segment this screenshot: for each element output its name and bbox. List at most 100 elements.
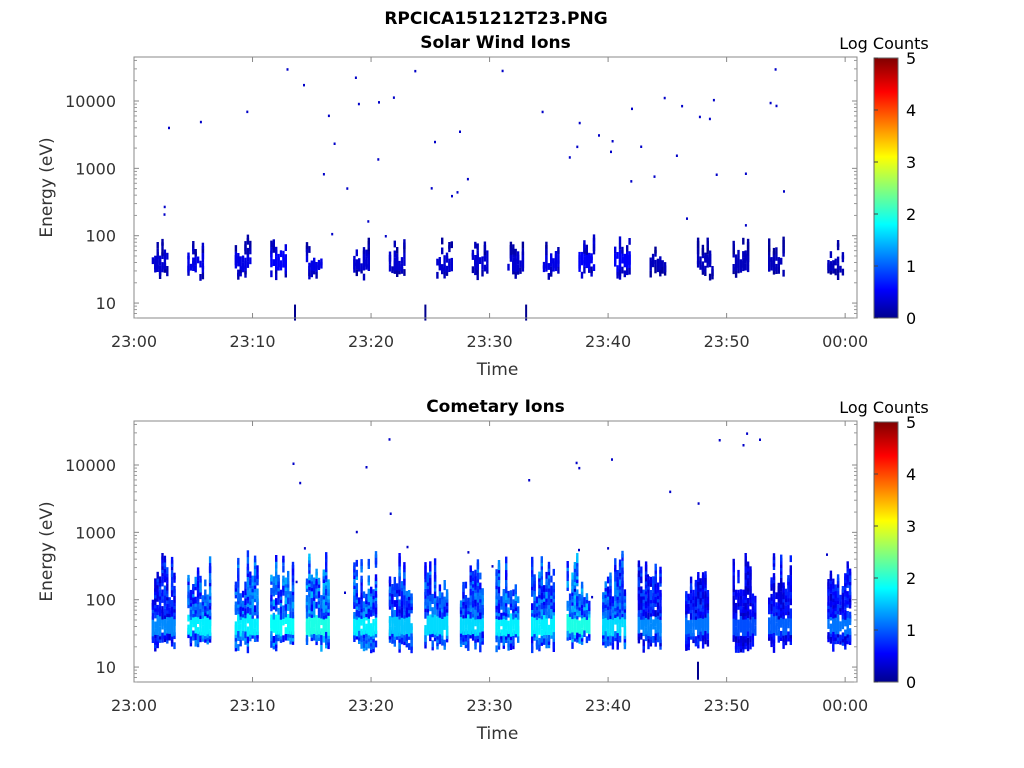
heatmap-cell: [751, 623, 755, 631]
heatmap-cell: [652, 619, 655, 627]
sparse-count: [299, 481, 302, 485]
heatmap-cell: [509, 643, 513, 650]
colorbar-gradient: [873, 421, 899, 683]
sparse-count: [303, 547, 306, 550]
heatmap-cell: [246, 636, 250, 644]
heatmap-cell: [256, 572, 259, 579]
heatmap-cell: [476, 266, 479, 274]
heatmap-cell: [272, 599, 275, 607]
heatmap-cell: [471, 570, 475, 578]
heatmap-cell: [609, 628, 612, 636]
heatmap-cell: [253, 555, 257, 563]
heatmap-cell: [583, 610, 586, 618]
heatmap-cell: [400, 263, 404, 271]
sparse-count: [246, 110, 249, 114]
heatmap-cell: [429, 587, 432, 595]
heatmap-cell: [517, 612, 520, 620]
heatmap-cell: [308, 603, 311, 611]
heatmap-cell: [234, 251, 238, 259]
heatmap-cell: [204, 609, 207, 617]
heatmap-cell: [251, 625, 254, 633]
heatmap-cell: [704, 269, 707, 276]
heatmap-cell: [173, 629, 176, 636]
y-axis-label: Energy (eV): [37, 137, 57, 237]
heatmap-cell: [829, 600, 833, 608]
heatmap-cell: [571, 642, 574, 649]
heatmap-cell: [187, 574, 190, 582]
heatmap-cell: [445, 622, 449, 630]
sparse-count: [640, 145, 643, 148]
low-energy-count: [696, 661, 699, 680]
heatmap-cell: [196, 567, 200, 575]
heatmap-cell: [270, 614, 273, 622]
heatmap-cell: [192, 584, 195, 591]
heatmap-cell: [313, 610, 316, 618]
heatmap-cell: [848, 611, 852, 619]
heatmap-cell: [694, 579, 698, 587]
heatmap-cell: [782, 269, 785, 277]
heatmap-cell: [192, 630, 195, 638]
heatmap-cell: [400, 581, 404, 588]
heatmap-cell: [305, 618, 309, 626]
heatmap-cell: [616, 265, 619, 272]
heatmap-cell: [507, 634, 510, 641]
heatmap-cell: [459, 600, 463, 608]
heatmap-cell: [315, 262, 318, 269]
heatmap-cell: [497, 603, 501, 610]
heatmap-cell: [540, 592, 543, 600]
heatmap-cell: [590, 266, 593, 274]
colorbar-tick-label: 4: [906, 465, 916, 484]
heatmap-cell: [189, 633, 193, 640]
heatmap-cell: [360, 598, 363, 606]
heatmap-cell: [505, 556, 508, 564]
heatmap-cell: [168, 607, 171, 614]
heatmap-cell: [535, 639, 539, 647]
heatmap-cell: [403, 628, 406, 636]
heatmap-cell: [234, 601, 238, 609]
heatmap-cell: [531, 603, 534, 610]
heatmap-cell: [317, 591, 321, 598]
heatmap-cell: [640, 566, 643, 574]
heatmap-cell: [521, 248, 525, 255]
heatmap-cell: [204, 589, 207, 597]
heatmap-cell: [158, 626, 162, 633]
sparse-count: [663, 96, 666, 100]
heatmap-cell: [426, 572, 430, 580]
heatmap-cell: [249, 571, 252, 579]
heatmap-cell: [787, 595, 790, 602]
heatmap-cell: [618, 612, 622, 620]
sparse-count: [578, 548, 580, 552]
heatmap-cell: [362, 591, 366, 599]
low-energy-count: [294, 304, 297, 321]
heatmap-cell: [479, 625, 482, 633]
heatmap-cell: [512, 639, 515, 646]
heatmap-cell: [405, 607, 408, 615]
heatmap-cell: [701, 592, 705, 599]
heatmap-cell: [659, 606, 662, 614]
heatmap-cell: [277, 614, 280, 622]
sparse-count: [491, 565, 494, 568]
heatmap-cell: [201, 625, 205, 632]
heatmap-cell: [737, 569, 740, 577]
heatmap-cell: [694, 589, 698, 597]
heatmap-cell: [566, 561, 569, 568]
heatmap-cell: [284, 590, 287, 598]
x-tick-label: 23:50: [704, 332, 750, 351]
heatmap-cell: [770, 603, 773, 611]
heatmap-cell: [699, 631, 702, 638]
heatmap-cell: [827, 260, 830, 267]
heatmap-cell: [640, 632, 643, 640]
heatmap-cell: [507, 640, 510, 648]
heatmap-cell: [234, 245, 238, 252]
heatmap-cell: [772, 606, 776, 614]
heatmap-cell: [270, 270, 273, 278]
heatmap-cell: [355, 596, 358, 604]
y-tick-label: 10: [96, 658, 116, 677]
heatmap-cell: [621, 590, 624, 598]
heatmap-cell: [396, 253, 399, 261]
heatmap-cell: [829, 570, 833, 578]
heatmap-cell: [474, 629, 477, 637]
heatmap-cell: [621, 256, 624, 264]
heatmap-cell: [277, 607, 280, 615]
heatmap-cell: [400, 257, 404, 264]
